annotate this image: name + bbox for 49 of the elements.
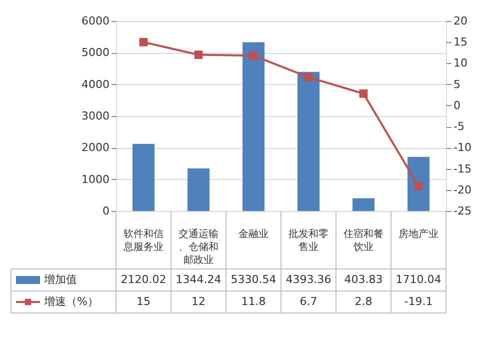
data-label: 2120.02 [120,273,166,286]
x-tick-label: 交通运输、仓储和邮政业 [178,228,218,266]
data-label: 12 [192,295,206,308]
bar [188,168,210,211]
y-tick-label: 5000 [82,46,110,60]
legend-label: 增加值 [43,273,77,286]
y2-tick-label: 0 [454,98,460,112]
y2-tick-label: 15 [454,36,468,49]
data-label: 403.83 [344,273,383,286]
y2-tick-label: 5 [454,78,460,91]
x-tick-label: 金融业 [238,228,268,240]
bar [298,72,320,211]
y-tick-label: 2000 [82,141,110,154]
legend-label: 增速（%） [43,295,98,308]
y-tick-label: 1000 [82,172,110,186]
y2-tick-label: -25 [454,204,472,218]
point [304,72,313,82]
data-label: 1710.04 [396,273,442,286]
y-tick-label: 3000 [82,110,110,122]
point [414,182,423,190]
data-label: 11.8 [241,295,266,308]
bar [242,42,264,211]
point [359,89,368,98]
x-tick-label: 房地产业 [398,228,438,240]
bar [408,156,430,211]
bar [132,144,154,211]
data-label: 4393.36 [286,273,332,286]
y2-tick-label: -15 [454,162,472,176]
y2-tick-label: 10 [454,56,468,70]
y-tick-label: 0 [102,204,110,218]
data-label: 2.8 [354,295,372,308]
point [249,51,258,60]
y2-tick-label: -10 [454,141,472,154]
data-label: 1344.24 [176,273,222,286]
data-label: 6.7 [300,295,318,308]
y-tick-label: 4000 [82,78,110,91]
data-label: 15 [136,295,150,308]
point [139,38,148,46]
y2-tick-label: 20 [454,14,468,28]
y2-tick-label: -5 [454,120,464,134]
y-tick-label: 6000 [82,14,110,28]
point [194,50,203,59]
y2-tick-label: -20 [454,183,472,196]
x-tick-label: 软件和信息服务业 [122,228,164,253]
x-tick-label: 住宿和餐饮业 [344,228,384,253]
bar [352,198,374,211]
x-tick-label: 批发和零售业 [288,228,328,253]
data-label: 5330.54 [230,273,276,286]
data-label: -19.1 [404,295,433,308]
